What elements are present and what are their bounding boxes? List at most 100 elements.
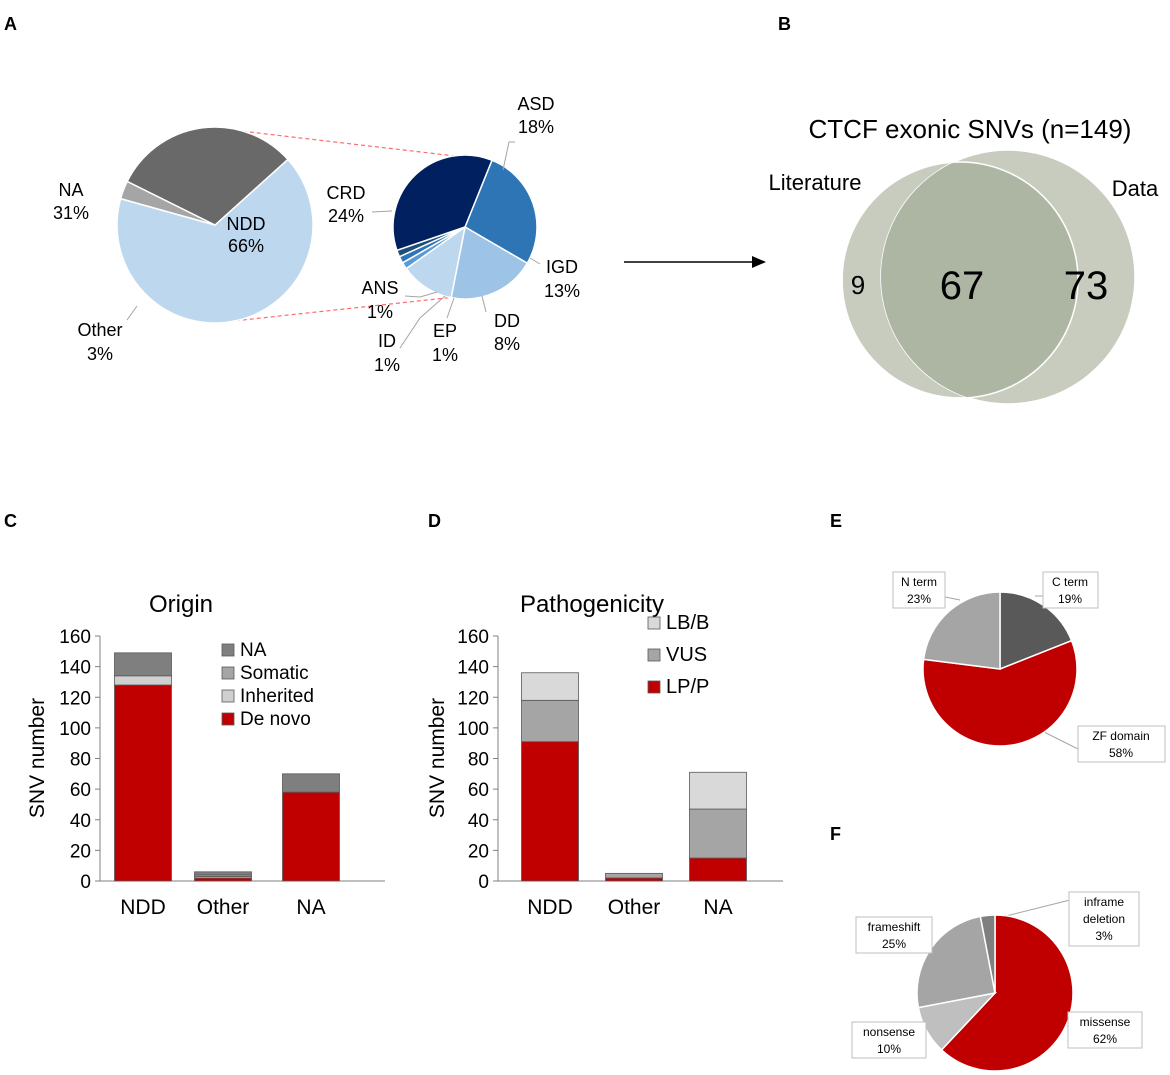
chart-c-bar-ndd-na: [114, 652, 172, 677]
arrow-a-to-b: [624, 256, 766, 268]
pie-e: [922, 591, 1078, 747]
label-box-n-term: [892, 571, 946, 609]
label-ep: EP: [433, 321, 457, 341]
panel-letter-c: C: [4, 511, 17, 531]
chart-c-bar-na-de-novo: [282, 791, 340, 882]
chart-d-ylabel: SNV number: [426, 698, 449, 818]
pie-e-slice-n-term: [922, 591, 1001, 670]
pct-n-term: 23%: [907, 592, 931, 606]
pct-ans: 1%: [367, 302, 393, 322]
pie-a-main: [116, 126, 314, 324]
chart-d-ytick-label: 20: [468, 841, 489, 862]
leader-igd: [529, 257, 541, 265]
panel-letter-f: F: [830, 824, 841, 844]
panel-e: N term 23% C term 19% ZF domain 58%: [892, 571, 1166, 763]
leader-ans: [404, 291, 438, 298]
chart-d-bar-other-vus: [605, 872, 663, 879]
chart-d-ytick-label: 140: [457, 658, 489, 679]
label-asd: ASD: [517, 94, 554, 114]
label-box-nonsense: [851, 1021, 927, 1059]
label-ans: ANS: [361, 278, 398, 298]
panel-letter-a: A: [4, 14, 17, 34]
panel-letter-b: B: [778, 14, 791, 34]
pct-asd: 18%: [518, 117, 554, 137]
venn-count-data-only: 73: [1064, 264, 1109, 308]
chart-d-bar-na-lb-b: [689, 771, 747, 810]
chart-c-ylabel: SNV number: [26, 698, 49, 818]
chart-d-ytick-label: 160: [457, 627, 489, 648]
label-c-term: C term: [1052, 575, 1088, 589]
pct-inframe: 3%: [1095, 929, 1113, 943]
venn-outline-literature: [841, 161, 1079, 399]
chart-c-xtick-label: NDD: [120, 896, 166, 919]
chart-c-legend-swatch-de-novo: [221, 712, 235, 726]
pie-a-slice-na: [126, 126, 289, 226]
chart-c-bar-other-na: [194, 871, 252, 876]
chart-c-legend-swatch-na: [221, 643, 235, 657]
label-na: NA: [58, 180, 83, 200]
chart-d-ytick-label: 40: [468, 811, 489, 832]
chart-d-ytick-label: 0: [478, 872, 489, 893]
pct-c-term: 19%: [1058, 592, 1082, 606]
label-other: Other: [77, 320, 122, 340]
venn-title: CTCF exonic SNVs (n=149): [809, 114, 1132, 144]
connector-line-top: [214, 127, 456, 157]
label-missense: missense: [1080, 1015, 1131, 1029]
venn-label-data: Data: [1112, 176, 1159, 201]
pie-f-slice-inframe-deletion: [979, 914, 996, 994]
label-inframe-line2: deletion: [1083, 912, 1125, 926]
label-ndd: NDD: [227, 214, 266, 234]
chart-c-ytick-label: 0: [80, 872, 91, 893]
venn-count-overlap: 67: [940, 264, 985, 308]
chart-c-ytick-label: 60: [70, 780, 91, 801]
label-inframe-line1: inframe: [1084, 895, 1124, 909]
leader-crd: [371, 210, 393, 213]
chart-d-bar-ndd-vus: [521, 699, 579, 743]
pie-a-sub: [392, 154, 538, 300]
label-box-frameshift: [855, 916, 933, 954]
venn-count-literature-only: 9: [851, 270, 865, 300]
panel-letter-e: E: [830, 511, 842, 531]
chart-c-bar-ndd-de-novo: [114, 684, 172, 882]
pct-missense: 62%: [1093, 1032, 1117, 1046]
chart-c-ytick-label: 160: [59, 627, 91, 648]
chart-d-legend: LB/B VUS LP/P: [647, 612, 709, 698]
pct-crd: 24%: [328, 206, 364, 226]
label-igd: IGD: [546, 257, 578, 277]
chart-c-bar-other-de-novo: [194, 877, 252, 882]
pct-dd: 8%: [494, 334, 520, 354]
label-nonsense: nonsense: [863, 1025, 915, 1039]
chart-c-ytick-label: 20: [70, 841, 91, 862]
pct-frameshift: 25%: [882, 937, 906, 951]
chart-d-xtick-label: Other: [608, 896, 661, 919]
panel-a: NDD 66% NA 31% Other 3% ASD 18% IGD 13% …: [53, 94, 580, 375]
pct-ep: 1%: [432, 345, 458, 365]
panel-f: frameshift 25% inframe deletion 3% misse…: [851, 891, 1143, 1072]
chart-c-legend-label-somatic: Somatic: [240, 663, 309, 684]
pct-igd: 13%: [544, 281, 580, 301]
label-crd: CRD: [327, 183, 366, 203]
chart-c-legend-swatch-somatic: [221, 666, 235, 680]
label-box-inframe: [1068, 891, 1140, 947]
chart-c-bar-ndd-inherited: [114, 675, 172, 686]
venn-label-literature: Literature: [769, 170, 862, 195]
chart-d-legend-label-lb-b: LB/B: [666, 612, 709, 634]
leader-asd: [502, 141, 515, 171]
chart-d-legend-label-vus: VUS: [666, 644, 707, 666]
pct-id: 1%: [374, 355, 400, 375]
pie-a2-slice-crd: [392, 154, 493, 252]
leader-dd: [481, 295, 487, 313]
chart-c-bar-na-na: [282, 773, 340, 793]
chart-c-ytick-label: 40: [70, 811, 91, 832]
panel-d: Pathogenicity SNV number 0 20 40 60 80 100 120…: [426, 591, 783, 919]
chart-d-bar-other-lp-p: [605, 877, 663, 882]
chart-c-ytick-label: 140: [59, 658, 91, 679]
chart-d-ytick-label: 100: [457, 719, 489, 740]
connector-line-bottom: [214, 296, 456, 324]
panel-c: Origin SNV number 0 20 40 60 80 100 120 140 160 N…: [26, 591, 385, 919]
chart-d-bar-na-lp-p: [689, 857, 747, 882]
chart-c-bars: [114, 652, 340, 882]
chart-d-xtick-label: NA: [703, 896, 732, 919]
chart-d-bars: [521, 672, 747, 882]
